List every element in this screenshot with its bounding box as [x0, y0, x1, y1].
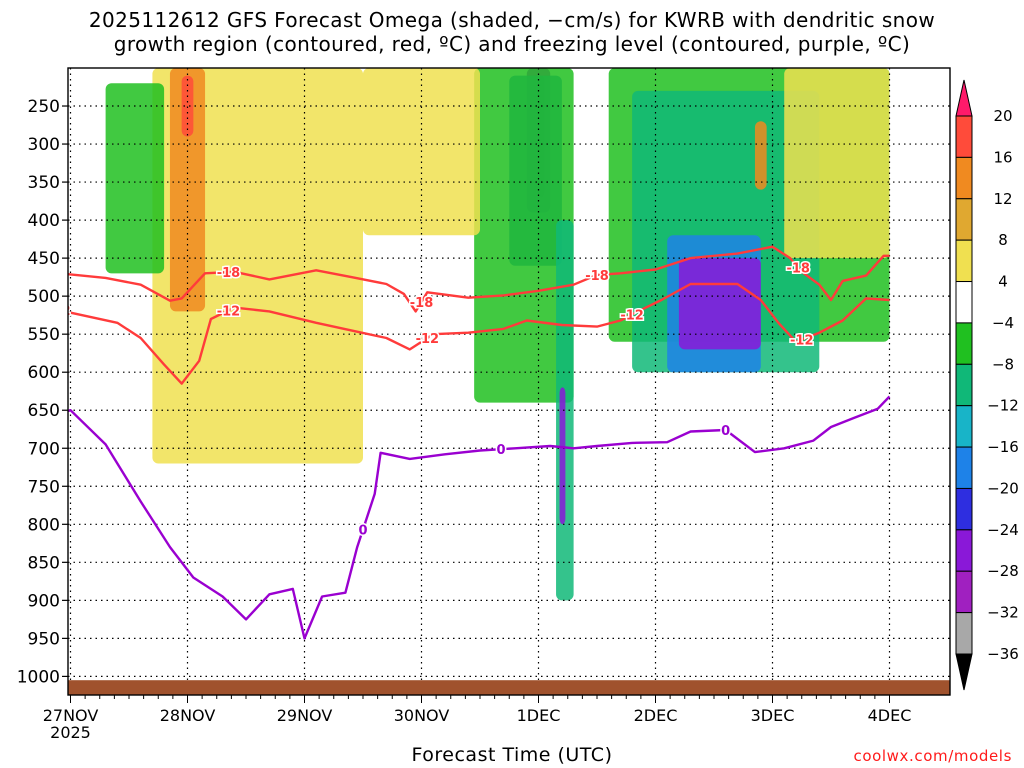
colorbar-swatch-10 — [955, 529, 973, 572]
colorbar-swatch-8 — [955, 446, 973, 489]
y-tick-label-1000: 1000 — [17, 667, 60, 687]
x-tick-sublabel-27NOV: 2025 — [50, 723, 91, 742]
colorbar-swatch-7 — [955, 405, 973, 448]
x-tick-label-30NOV: 30NOV — [394, 706, 450, 725]
colorbar-swatch-12 — [955, 612, 973, 655]
y-tick-label-700: 700 — [28, 439, 60, 459]
colorbar-bottom-arrow — [955, 653, 973, 691]
colorbar-label-11: −28 — [987, 562, 1019, 580]
dgz-contour-m12-label-4: -12 — [790, 333, 814, 348]
omega-region-descent-orange-3dec — [754, 121, 767, 190]
x-tick-label-29NOV: 29NOV — [277, 706, 333, 725]
y-tick-label-750: 750 — [28, 477, 60, 497]
y-tick-label-650: 650 — [28, 401, 60, 421]
colorbar-swatch-11 — [955, 570, 973, 614]
colorbar-swatch-3 — [955, 239, 973, 283]
omega-region-descent-yellow-3dec — [784, 68, 890, 259]
dgz-contour-m12-line — [68, 282, 890, 385]
dgz-contour-m12-label-3: -12 — [620, 308, 644, 323]
colorbar-label-13: −36 — [987, 645, 1019, 663]
y-tick-label-950: 950 — [28, 629, 60, 649]
grid-layer — [68, 68, 950, 695]
colorbar-swatch-2 — [955, 198, 973, 241]
y-tick-label-450: 450 — [28, 249, 60, 269]
x-tick-label-2DEC: 2DEC — [634, 706, 678, 725]
colorbar-swatch-0 — [955, 115, 973, 158]
y-tick-label-400: 400 — [28, 211, 60, 231]
chart-title-line-2: growth region (contoured, red, ºC) and f… — [113, 32, 911, 56]
colorbar-swatch-9 — [955, 487, 973, 531]
y-tick-label-550: 550 — [28, 325, 60, 345]
dgz-contour-m18-label-3: -18 — [786, 262, 810, 277]
x-tick-label-4DEC: 4DEC — [868, 706, 912, 725]
dgz-contour-m18-line — [68, 245, 890, 313]
y-tick-label-500: 500 — [28, 287, 60, 307]
colorbar-label-8: −16 — [987, 438, 1019, 456]
y-tick-label-350: 350 — [28, 173, 60, 193]
ground-layer — [68, 680, 950, 695]
y-tick-label-900: 900 — [28, 591, 60, 611]
colorbar-label-7: −12 — [987, 397, 1019, 415]
x-tick-label-1DEC: 1DEC — [517, 706, 561, 725]
dgz-contour-m12-label-2: -12 — [416, 332, 440, 347]
colorbar-swatch-1 — [955, 156, 973, 200]
dgz-contour-m18-label-0: -18 — [217, 266, 241, 281]
dgz-contour-m12-label-0: -12 — [47, 304, 71, 319]
colorbar-label-4: 4 — [998, 273, 1008, 291]
y-tick-label-600: 600 — [28, 363, 60, 383]
colorbar-label-12: −32 — [987, 604, 1019, 622]
y-tick-label-850: 850 — [28, 553, 60, 573]
freezing-level-contour-label-3: 0 — [721, 424, 730, 439]
chart-title-line-1: 2025112612 GFS Forecast Omega (shaded, −… — [88, 8, 936, 32]
colorbar-label-3: 8 — [998, 231, 1008, 249]
dgz-contour-m12-label-1: -12 — [217, 304, 241, 319]
colorbar-label-9: −20 — [987, 479, 1019, 497]
colorbar-label-5: −4 — [992, 314, 1014, 332]
freezing-level-contour-label-2: 0 — [497, 443, 506, 458]
omega-region-ascent-purple-2dec — [678, 258, 761, 350]
colorbar-label-6: −8 — [992, 355, 1014, 373]
colorbar-swatch-5 — [955, 322, 973, 365]
colorbar-label-0: 20 — [993, 107, 1012, 125]
y-tick-label-250: 250 — [28, 97, 60, 117]
colorbar-swatch-6 — [955, 363, 973, 407]
ground-fill — [68, 680, 950, 695]
dgz-contour-m18-label-2: -18 — [585, 269, 609, 284]
omega-shading-layer — [105, 68, 890, 601]
x-tick-label-28NOV: 28NOV — [160, 706, 216, 725]
credit-link[interactable]: coolwx.com/models — [853, 747, 1012, 765]
omega-region-ascent-green-1dec — [474, 68, 574, 403]
colorbar-label-10: −24 — [987, 521, 1019, 539]
colorbar-top-arrow — [955, 79, 973, 117]
colorbar: 20 16 12 8 4 −4 −8 −12 −16 −20 −24 −28 −32 −36 — [955, 79, 1019, 691]
colorbar-swatch-4 — [955, 281, 973, 324]
y-tick-label-800: 800 — [28, 515, 60, 535]
freezing-level-contour-label-1: 0 — [358, 523, 367, 538]
axis-layer: 250 300 350 400 450 500 550 600 650 700 750 800 850 9… — [17, 67, 951, 742]
colorbar-label-1: 16 — [993, 148, 1012, 166]
omega-region-ascent-purple-column-1dec — [559, 387, 566, 525]
dgz-contour-m18-label-1: -18 — [410, 296, 434, 311]
colorbar-label-2: 12 — [993, 190, 1012, 208]
x-tick-label-27NOV: 27NOV — [43, 706, 99, 725]
omega-region-ascent-green-27nov — [105, 83, 165, 274]
x-tick-label-3DEC: 3DEC — [751, 706, 795, 725]
freezing-level-contour-line — [68, 395, 891, 640]
x-axis-title: Forecast Time (UTC) — [411, 744, 613, 766]
y-tick-label-300: 300 — [28, 135, 60, 155]
omega-region-descent-red-28nov — [181, 75, 194, 137]
